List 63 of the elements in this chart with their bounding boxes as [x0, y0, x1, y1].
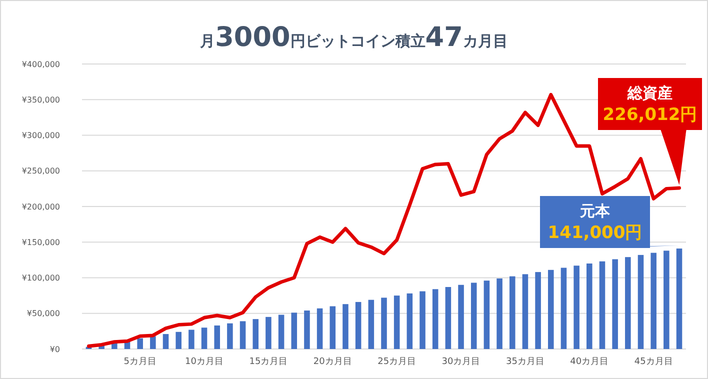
- bar: [560, 268, 567, 349]
- y-tick-label: ¥300,000: [22, 131, 60, 140]
- bar: [548, 270, 554, 349]
- x-tick-label: 40カ月目: [570, 357, 609, 367]
- bar: [291, 312, 298, 349]
- bar: [420, 291, 426, 349]
- y-tick-label: ¥350,000: [22, 95, 60, 104]
- bar: [201, 328, 208, 349]
- bar: [150, 336, 156, 349]
- bar: [484, 280, 490, 349]
- bar: [214, 325, 220, 349]
- bar: [176, 332, 182, 349]
- bar: [432, 289, 438, 349]
- bar: [535, 272, 541, 349]
- bar: [599, 261, 606, 349]
- x-tick-label: 30カ月目: [442, 357, 480, 367]
- bar: [509, 276, 516, 349]
- bar: [394, 296, 400, 349]
- bar: [316, 308, 323, 349]
- bar: [266, 316, 272, 349]
- bar: [458, 284, 464, 349]
- x-tick-label: 35カ月目: [506, 357, 544, 367]
- x-tick-label: 20カ月目: [313, 357, 352, 367]
- y-tick-label: ¥100,000: [22, 274, 60, 283]
- bar: [470, 282, 477, 349]
- bar: [650, 252, 656, 349]
- bar: [304, 310, 310, 349]
- bar: [406, 293, 413, 349]
- y-tick-label: ¥150,000: [22, 238, 60, 247]
- bar: [137, 338, 143, 349]
- bar: [445, 287, 452, 349]
- x-tick-label: 10カ月目: [185, 357, 224, 367]
- bar: [278, 314, 284, 349]
- x-tick-label: 45カ月目: [634, 357, 673, 367]
- y-tick-label: ¥0: [50, 344, 60, 354]
- bar: [612, 259, 618, 349]
- x-tick-label: 15カ月目: [249, 357, 288, 367]
- x-tick-label: 25カ月目: [378, 357, 416, 367]
- bar: [522, 274, 528, 349]
- bar: [227, 323, 233, 349]
- y-tick-label: ¥200,000: [22, 202, 60, 212]
- y-tick-label: ¥50,000: [26, 309, 60, 318]
- bar: [664, 250, 670, 349]
- bar: [625, 257, 631, 349]
- bar: [676, 248, 682, 349]
- bar: [496, 278, 502, 349]
- bar: [188, 330, 194, 349]
- x-tick-label: 5カ月目: [124, 357, 156, 367]
- bar: [330, 306, 336, 349]
- annotation: 元本 141,000円: [548, 202, 642, 243]
- annotation: 総資産 226,012円: [602, 84, 698, 125]
- bar: [162, 334, 169, 349]
- y-tick-label: ¥250,000: [22, 166, 60, 176]
- y-tick-label: ¥400,000: [22, 60, 60, 69]
- bar: [574, 266, 580, 349]
- bar: [240, 321, 246, 349]
- bar: [368, 300, 374, 349]
- bar: [381, 298, 387, 349]
- bar: [252, 319, 259, 349]
- bar: [355, 302, 362, 349]
- bar: [586, 264, 592, 349]
- bar: [342, 304, 348, 349]
- bar: [638, 254, 644, 349]
